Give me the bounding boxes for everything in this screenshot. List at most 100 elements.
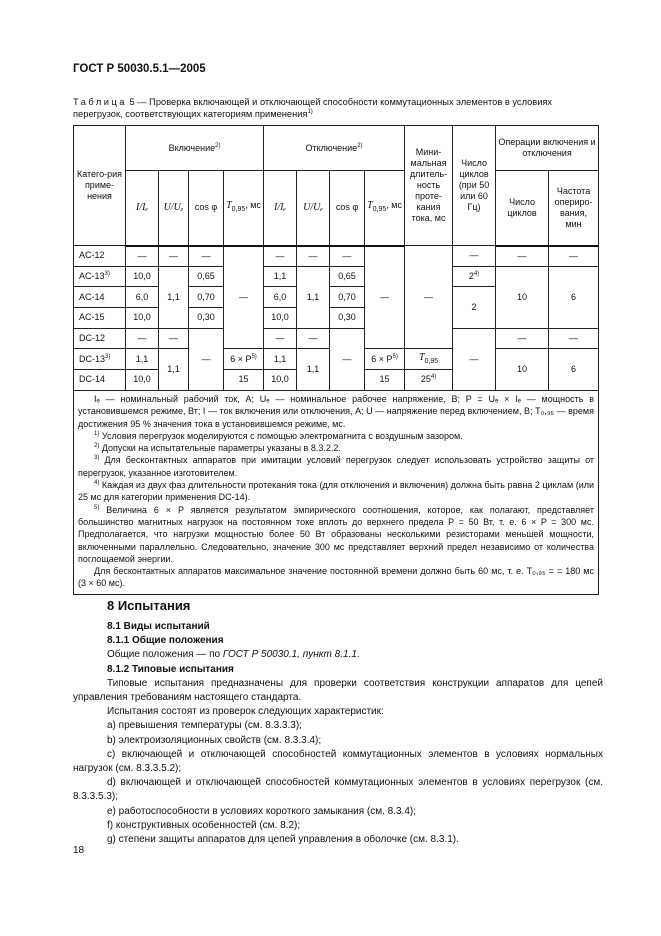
text: 0,95 — [372, 206, 387, 214]
table-cell: — — [296, 327, 331, 350]
table-cell: 6,0 — [263, 286, 298, 309]
text: Общие положения — по — [107, 649, 223, 661]
text: 0,95 — [231, 206, 246, 214]
table-row: AC-12— — — — — — — — — — — — — [73, 244, 600, 350]
table-cell: 10,0 — [125, 369, 159, 391]
list-item: f) конструктивных особенностей (см. 8.2)… — [107, 819, 301, 831]
footnote-5: 5) Величина 6 × P является результатом э… — [78, 504, 594, 565]
text: 2 — [468, 271, 474, 282]
header-cos: cos φ — [329, 170, 366, 247]
table-cell: 10,0 — [125, 265, 159, 288]
section-body: 8.1 Виды испытаний 8.1.1 Общие положения… — [73, 620, 603, 847]
heading-8-1: 8.1 Виды испытаний — [107, 621, 210, 632]
table-cell: 10 — [495, 348, 550, 391]
table-cell: 1,1 — [158, 265, 189, 329]
table-row: DC-133) 1,1 1,1 6 × P5) 1,1 1,1 6 × P5) T0,95 10… — [73, 348, 600, 391]
footnote-4: 4) Каждая из двух фаз длительности проте… — [78, 479, 594, 504]
table-cell: 254) — [404, 369, 454, 391]
section-heading-8: 8 Испытания — [107, 598, 191, 613]
text: Таблица — [73, 97, 127, 107]
table-row: DC-14 10,0 15 10,0 15 254) — [73, 369, 599, 391]
text: 4) — [94, 480, 100, 487]
list-item: g) степени защиты аппаратов для цепей уп… — [107, 834, 459, 846]
table-cell: 6 × P5) — [222, 348, 265, 371]
table-cell: 15 — [364, 369, 406, 391]
header-ops-number: Число циклов — [495, 170, 550, 247]
text: Допуски на испытательные параметры указа… — [99, 443, 341, 454]
text: 4) — [430, 374, 437, 381]
table-cell: 1,1 — [263, 348, 298, 371]
text: . — [356, 649, 360, 661]
table-cell: — — [158, 245, 189, 267]
text: Условия перегрузок моделируются с помощь… — [99, 430, 463, 441]
header-i: I/Iₑ — [263, 170, 298, 247]
table-cell: 1,1 — [263, 265, 298, 288]
text: 5) — [251, 353, 257, 360]
table-cell: — — [263, 327, 298, 350]
text: 5 — Проверка включающей и отключающей сп… — [73, 97, 553, 119]
table-cell: AC-133) — [73, 265, 126, 288]
text: Величина 6 × P является результатом эмпи… — [78, 504, 594, 564]
header-t: T0,95, мс — [364, 170, 406, 247]
table-cell: — — [452, 245, 497, 267]
text: AC-13 — [79, 271, 105, 282]
table-cell: 6 × P5) — [364, 348, 406, 371]
text: T — [367, 200, 373, 212]
table-cell: — — [188, 327, 224, 391]
list-item: a) превышения температуры (см. 8.3.3.3); — [107, 720, 302, 732]
page-number: 18 — [73, 845, 85, 856]
header-category: Катего-рия приме-нения — [73, 125, 126, 246]
table-cell: 1,1 — [158, 348, 189, 391]
table-cell: AC-15 — [73, 307, 126, 329]
text: , мс — [245, 200, 261, 211]
table-cell: 0,65 — [188, 265, 224, 288]
text: 6 × P — [230, 353, 252, 364]
text: T — [418, 351, 425, 363]
header-break: Отключение2) — [263, 125, 406, 171]
table-cell: — — [329, 245, 366, 267]
table-cell: 10,0 — [263, 369, 298, 391]
table-row: DC-12— — — — — — — — — — [73, 327, 600, 391]
paragraph-type-tests: Типовые испытания предназначены для пров… — [73, 677, 603, 704]
table-cell: AC-14 — [73, 286, 126, 309]
text: 3) — [94, 455, 100, 462]
table-cell: DC-14 — [73, 369, 126, 391]
list-item: d) включающей и отключающей способностей… — [73, 777, 603, 803]
table-cell: 10 — [495, 265, 550, 329]
table-cell: — — [263, 245, 298, 267]
table-cell: 0,65 — [329, 265, 366, 288]
overload-test-table: Катего-рия приме-нения Включение2) Отклю… — [73, 125, 600, 391]
table-cell: 2 — [452, 286, 497, 329]
text: , мс — [386, 200, 402, 211]
table-cell: 10,0 — [263, 307, 298, 329]
table-cell: 6,0 — [125, 286, 159, 309]
text: Каждая из двух фаз длительности протекан… — [78, 480, 594, 503]
table-cell: 0,30 — [188, 307, 224, 329]
table-cell: 10,0 — [125, 307, 159, 329]
table-cell: — — [548, 245, 600, 267]
footnote-3: 3) Для бесконтактных аппаратов при имита… — [78, 454, 594, 479]
text: 3) — [105, 353, 111, 360]
footnote-1: 1) Условия перегрузок моделируются с пом… — [78, 430, 594, 442]
table-cell: 6 — [548, 265, 600, 329]
header-operations: Операции включения и отключения — [495, 125, 600, 171]
paragraph-tests-consist: Испытания состоят из проверок следующих … — [107, 706, 384, 718]
table-cell: — — [188, 245, 224, 267]
table-cell: — — [404, 244, 454, 350]
table-cell: 1,1 — [296, 348, 331, 391]
table-cell: — — [329, 327, 366, 391]
table-cell: — — [125, 327, 159, 350]
table-cell: 0,70 — [329, 286, 366, 309]
list-item: b) электроизоляционных свойств (см. 8.3.… — [107, 734, 322, 746]
symbol-legend: Iₑ — номинальный рабочий ток, А; Uₑ — но… — [78, 394, 594, 429]
table-cell: 1,1 — [296, 265, 331, 329]
table-cell: 6 — [548, 348, 600, 391]
header-u: U/Uₑ — [296, 170, 331, 247]
table-cell: AC-12 — [73, 245, 126, 267]
text: T — [226, 200, 232, 212]
text: 0,95 — [424, 357, 439, 365]
text: 1) — [307, 108, 313, 115]
text: 4) — [473, 271, 480, 278]
table-cell: — — [222, 244, 265, 350]
table-cell: T0,95 — [404, 348, 454, 371]
